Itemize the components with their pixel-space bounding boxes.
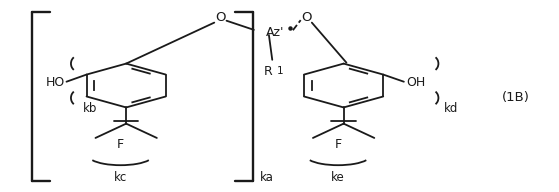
Text: kd: kd (444, 102, 458, 115)
Text: (1B): (1B) (502, 91, 530, 104)
Text: 1: 1 (277, 66, 284, 76)
Text: Az': Az' (266, 26, 285, 39)
Text: O: O (216, 11, 226, 24)
Text: OH: OH (406, 76, 426, 89)
Text: HO: HO (46, 76, 65, 89)
Text: kb: kb (83, 102, 97, 115)
Text: F: F (117, 138, 124, 151)
Text: O: O (301, 11, 311, 24)
Text: ka: ka (260, 170, 274, 184)
Text: kc: kc (114, 170, 127, 184)
Text: R: R (263, 65, 272, 78)
Text: F: F (334, 138, 342, 151)
Text: ke: ke (331, 170, 345, 184)
